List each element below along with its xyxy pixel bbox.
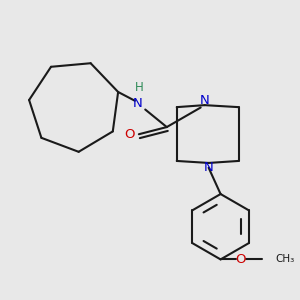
Text: N: N	[200, 94, 209, 107]
Text: H: H	[134, 81, 143, 94]
Text: O: O	[235, 253, 246, 266]
Text: O: O	[124, 128, 134, 141]
Text: CH₃: CH₃	[275, 254, 294, 264]
Text: N: N	[204, 161, 214, 174]
Text: N: N	[133, 98, 143, 110]
